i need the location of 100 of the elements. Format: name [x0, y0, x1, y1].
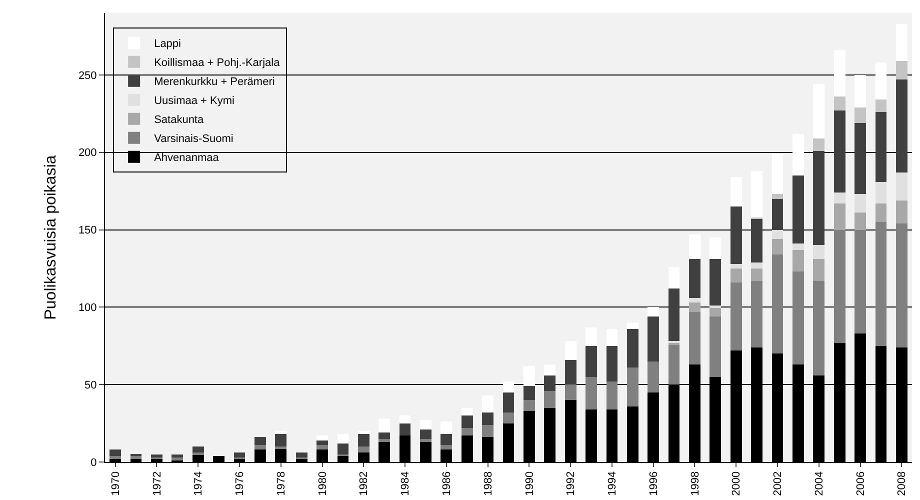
x-tick-label: 1978 [275, 471, 288, 496]
bar [234, 452, 246, 458]
bar [358, 446, 370, 453]
bar [502, 392, 514, 412]
y-tick-label: 250 [78, 70, 97, 82]
bar [854, 194, 866, 213]
bar [813, 259, 825, 281]
bar [399, 416, 411, 424]
bar [586, 376, 597, 410]
bar [730, 206, 742, 264]
bar [751, 268, 762, 281]
bar [420, 438, 432, 442]
bar [834, 96, 846, 111]
bar [875, 203, 887, 222]
bar [896, 80, 908, 172]
bar [461, 416, 473, 428]
bar [378, 418, 390, 433]
bar [626, 322, 638, 329]
legend-label: Merenkurkku + Perämeri [154, 76, 275, 88]
bar [399, 423, 411, 436]
bar [689, 312, 700, 364]
x-tick-label: 1998 [689, 471, 702, 496]
bar [875, 182, 887, 204]
bar [854, 212, 866, 230]
bar [854, 107, 866, 123]
bar [544, 390, 556, 408]
bar [668, 344, 680, 385]
bar [668, 266, 680, 289]
x-tick-label: 1970 [110, 471, 122, 496]
bar [772, 198, 784, 230]
bar [606, 381, 618, 410]
bar [358, 431, 370, 434]
bar [586, 327, 597, 346]
y-tick-label: 100 [78, 302, 97, 314]
bar [668, 288, 680, 342]
x-tick-label: 1982 [358, 471, 370, 496]
bar [316, 440, 328, 445]
bar [792, 176, 804, 244]
bar [316, 444, 328, 450]
y-tick-label: 50 [84, 379, 97, 392]
legend-label: Varsinais-Suomi [154, 133, 234, 146]
y-axis-title: Puolikasvuisia poikasia [42, 155, 60, 320]
bar [813, 150, 825, 246]
bar [524, 386, 535, 400]
bar [461, 408, 473, 416]
x-tick-label: 1992 [565, 471, 578, 496]
bar [792, 244, 804, 250]
bar [648, 316, 660, 362]
bar [110, 456, 122, 459]
bar [524, 366, 535, 386]
x-tick-label: 2008 [896, 471, 908, 496]
bar [772, 239, 784, 255]
bar [772, 254, 784, 354]
bar [606, 346, 618, 382]
y-tick-label: 150 [78, 224, 97, 237]
x-tick-label: 2002 [772, 471, 784, 496]
bar [378, 432, 390, 439]
x-tick-label: 2004 [813, 471, 826, 496]
bar [440, 444, 452, 450]
x-tick-label: 1988 [482, 471, 494, 496]
legend-label: Uusimaa + Kymi [154, 95, 234, 108]
bar [337, 434, 349, 444]
y-tick-label: 200 [78, 147, 97, 160]
bar [813, 84, 825, 138]
bar [710, 238, 722, 260]
bar [564, 341, 576, 360]
bar [854, 230, 866, 334]
bar [606, 328, 618, 346]
bar [151, 454, 162, 458]
bar [648, 307, 660, 316]
bar [772, 154, 784, 194]
bar [275, 434, 287, 447]
x-tick-label: 2006 [854, 471, 867, 496]
bar [772, 194, 784, 199]
x-tick-label: 1972 [151, 471, 164, 496]
bar [730, 177, 742, 207]
bar [896, 172, 908, 200]
bar [461, 428, 473, 436]
bar [626, 328, 638, 368]
bar [896, 200, 908, 224]
bar [875, 100, 887, 112]
bar [130, 456, 142, 459]
bar [834, 203, 846, 230]
bar [275, 431, 287, 434]
bar [834, 110, 846, 193]
bar [751, 262, 762, 268]
x-tick-label: 1996 [648, 471, 660, 496]
x-tick-label: 2000 [730, 471, 743, 496]
bar [254, 444, 266, 450]
bar [896, 61, 908, 80]
bar [834, 230, 846, 343]
bar [482, 395, 494, 412]
bar [689, 298, 700, 303]
x-tick-label: 1994 [606, 471, 619, 496]
bar [172, 454, 184, 458]
x-tick-label: 1980 [316, 471, 329, 496]
x-tick-label: 1984 [400, 471, 412, 496]
bar [586, 346, 597, 377]
legend-label: Lappi [154, 38, 181, 50]
bar [751, 170, 762, 218]
